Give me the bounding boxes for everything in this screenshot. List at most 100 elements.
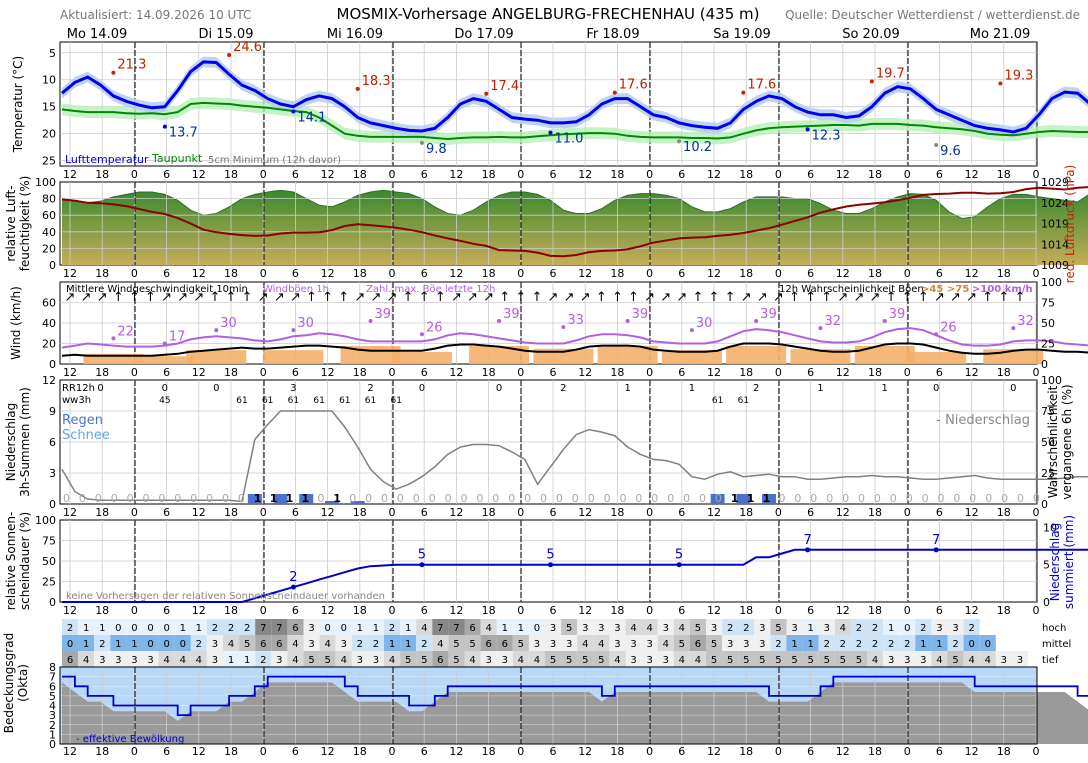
- extreme-marker: [677, 139, 682, 144]
- cloud-cell-value: 3: [904, 655, 910, 666]
- axis-label: Temperatur (°C): [11, 56, 25, 153]
- legend-max-gust: Zahl. max. Böe letzte 12h: [366, 284, 495, 295]
- cloud-cell-value: 5: [711, 639, 717, 650]
- cloud-cell: [335, 651, 352, 667]
- cloud-cell-value: 4: [485, 623, 491, 634]
- cloud-cell-value: 2: [727, 623, 733, 634]
- cloud-cell: [770, 635, 787, 651]
- hour-tick-label: 0: [517, 267, 524, 280]
- axis-label-line: summiert (mm): [1062, 515, 1076, 609]
- ww3h-label: ww3h: [62, 395, 91, 406]
- hour-tick-label: 6: [163, 168, 170, 181]
- cloud-cell: [126, 619, 143, 635]
- cloud-cell-value: 1: [83, 623, 89, 634]
- cloud-cell: [593, 651, 610, 667]
- precip-value-label: 0: [620, 492, 627, 505]
- cloud-cell-value: 2: [872, 639, 878, 650]
- cloud-cell-value: 2: [920, 623, 926, 634]
- precip-value-label: 0: [206, 492, 213, 505]
- wind-direction-arrow: ↑: [499, 290, 510, 305]
- precip-sum-marker: [290, 584, 296, 590]
- cloud-cell: [416, 651, 433, 667]
- precip-value-label: 1: [270, 492, 278, 505]
- cloud-cell: [545, 651, 562, 667]
- cloud-cell-value: 5: [711, 655, 717, 666]
- wind-direction-arrow: ↑: [612, 290, 623, 305]
- hour-tick-label: 18: [95, 168, 109, 181]
- precip-value-label: 0: [349, 492, 356, 505]
- wind-direction-arrow: ↑: [998, 290, 1009, 305]
- wind-direction-arrow: ↗: [65, 290, 76, 305]
- wind-direction-arrow: ↗: [451, 290, 462, 305]
- wind-direction-arrow: ↑: [628, 290, 639, 305]
- cloud-cell-value: 5: [308, 655, 314, 666]
- precip-sum-marker: [548, 562, 553, 568]
- cloud-cell-value: 5: [791, 655, 797, 666]
- precip-value-label: 0: [890, 492, 897, 505]
- min-temp-label: 9.8: [426, 142, 447, 157]
- rr12h-value: 1: [817, 383, 823, 394]
- cloud-cell: [657, 651, 674, 667]
- ww3h-value: 61: [262, 396, 273, 406]
- precip-value-label: 0: [63, 492, 70, 505]
- y-tick-label: 0: [1041, 498, 1048, 511]
- cloud-cell: [367, 651, 384, 667]
- cloud-cell-value: 3: [646, 655, 652, 666]
- y-tick-label: 20: [42, 242, 56, 255]
- cloud-cell: [834, 619, 851, 635]
- day-labels: Mo 14.09 Di 15.09 Mi 16.09 Do 17.09 Fr 18.09…: [67, 27, 1031, 42]
- precip-sum-label: 7: [803, 533, 811, 548]
- y-tick-label: 25: [42, 155, 56, 168]
- hour-tick-label: 12: [63, 366, 77, 379]
- extreme-marker: [355, 86, 360, 91]
- cloud-cell: [738, 619, 755, 635]
- wind-direction-arrow: ↗: [966, 290, 977, 305]
- cloud-cell-value: 4: [341, 655, 347, 666]
- cloud-cell: [416, 619, 433, 635]
- hour-tick-label: 6: [550, 506, 557, 519]
- hour-tick-label: 6: [807, 366, 814, 379]
- wind-bar: [906, 352, 967, 364]
- cloud-cell-value: 2: [212, 623, 218, 634]
- cloud-cell-value: 4: [324, 639, 330, 650]
- cloud-cell-value: 3: [743, 639, 749, 650]
- hour-tick-label: 0: [775, 604, 782, 617]
- hour-tick-label: 12: [63, 168, 77, 181]
- wind-direction-arrow: ↗: [660, 290, 671, 305]
- cloud-cell-value: 3: [276, 655, 282, 666]
- hour-tick-label: 6: [421, 506, 428, 519]
- cloud-cell: [303, 651, 320, 667]
- dewpoint-band: [62, 97, 1088, 145]
- hour-tick-label: 0: [775, 745, 782, 758]
- hour-tick-label: 0: [646, 604, 653, 617]
- cloud-cell: [142, 651, 159, 667]
- cloud-cell-value: 5: [244, 639, 250, 650]
- precip-bar: [247, 494, 262, 504]
- cloud-cell-value: 4: [663, 639, 669, 650]
- gust-max-label: 30: [696, 316, 713, 331]
- hour-tick-label: 0: [389, 267, 396, 280]
- cloud-cell-value: 4: [292, 655, 298, 666]
- hour-tick-label: 6: [936, 267, 943, 280]
- cloud-cell: [577, 619, 594, 635]
- hour-tick-label: 6: [807, 604, 814, 617]
- axis-label: Wind (km/h): [9, 286, 23, 360]
- hour-tick-label: 18: [353, 745, 367, 758]
- precip-value-label: 1: [286, 492, 294, 505]
- precip-bar: [736, 494, 751, 504]
- wind-direction-arrow: ↗: [644, 290, 655, 305]
- cloud-cell: [448, 651, 465, 667]
- extreme-marker: [998, 81, 1003, 86]
- wind-direction-arrow: ↑: [789, 290, 800, 305]
- cloud-cell: [915, 619, 932, 635]
- ww3h-value: 45: [159, 396, 170, 406]
- cloud-cell-value: 3: [582, 623, 588, 634]
- y-tick-label: 100: [1041, 276, 1062, 289]
- hour-tick-label: 0: [260, 168, 267, 181]
- y-tick-label: 10: [42, 74, 56, 87]
- cloud-cell: [190, 635, 207, 651]
- axis-label: Bedeckungsgrad(Okta): [2, 633, 30, 733]
- wind-direction-arrow: ↑: [113, 290, 124, 305]
- hour-tick-label: 12: [192, 267, 206, 280]
- cloud-cell: [126, 635, 143, 651]
